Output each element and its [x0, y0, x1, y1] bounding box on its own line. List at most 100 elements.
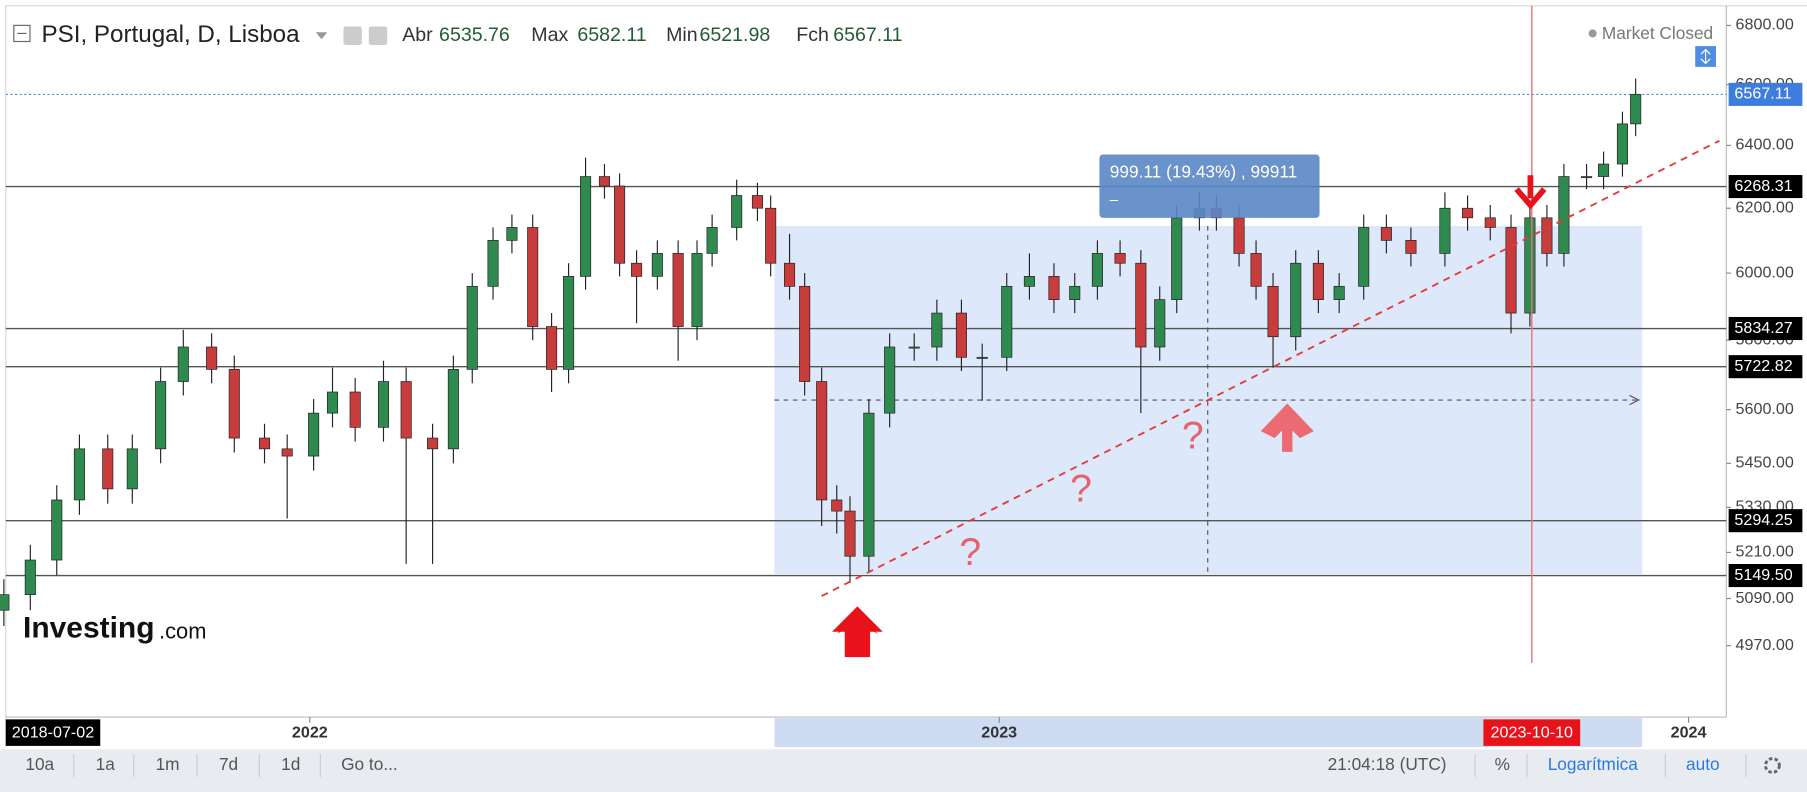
ohlc-label: Min [666, 24, 698, 46]
candle-body [614, 185, 626, 264]
candle-body [281, 448, 293, 457]
collapse-icon[interactable] [13, 24, 31, 43]
crosshair-label: 2023-10-10 [1491, 723, 1574, 741]
range-button[interactable]: 1d [281, 754, 300, 774]
candle-body [598, 176, 610, 187]
candle-body [1630, 94, 1642, 125]
candle-body [1616, 123, 1628, 165]
level-label-box [1728, 175, 1803, 199]
symbol-title: PSI, Portugal, D, Lisboa [41, 21, 300, 48]
arrow-down-head [1514, 187, 1547, 210]
candle-body [672, 253, 684, 327]
candle-body [1154, 299, 1166, 348]
range-button[interactable]: 7d [219, 754, 238, 774]
candle-body [1250, 253, 1262, 287]
candle-body [1558, 176, 1570, 254]
range-button[interactable]: 1a [96, 754, 116, 774]
candle-body [177, 346, 189, 382]
candle-body [506, 227, 518, 241]
candle-body [1048, 276, 1060, 300]
candle-body [258, 437, 271, 450]
candle-body [1462, 207, 1474, 219]
level-label-box [1728, 509, 1803, 533]
candle-body [377, 381, 390, 428]
settings-icon[interactable] [368, 26, 388, 45]
y-tick-label: 5210.00 [1736, 543, 1794, 561]
candle-body [580, 176, 592, 277]
y-tick-label: 6000.00 [1736, 263, 1794, 281]
percent-button[interactable]: % [1495, 754, 1510, 774]
dropdown-caret[interactable] [315, 32, 328, 40]
candle-body [349, 391, 361, 428]
measure-arrow [1629, 394, 1641, 406]
trend-line [821, 139, 1720, 597]
ohlc-value: 6582.11 [577, 24, 646, 46]
candle-body [1380, 227, 1392, 241]
candle-body [1233, 217, 1245, 254]
x-tick-label: 2022 [292, 723, 328, 741]
range-button[interactable]: 1m [156, 754, 180, 774]
x-tick-label: 2023 [981, 723, 1017, 741]
candle-body [1358, 227, 1370, 287]
candle-body [1091, 253, 1103, 287]
candle-body [24, 559, 36, 595]
candle-body [844, 510, 856, 557]
log-button[interactable]: Logarítmica [1548, 754, 1639, 774]
annotation: ? [1182, 414, 1204, 457]
logo-suffix: .com [159, 619, 206, 644]
candle-body [1541, 217, 1553, 254]
candle-body [831, 499, 843, 512]
crosshair-label-box [1483, 719, 1581, 746]
candle-body [527, 227, 539, 327]
candle-body [884, 346, 896, 414]
candle-body [1524, 217, 1536, 314]
last-price-box [1728, 82, 1803, 106]
y-tick-label: 5600.00 [1736, 400, 1794, 418]
candle-body [731, 195, 743, 228]
y-tick-label: 6200.00 [1736, 198, 1794, 216]
candle-body [155, 381, 167, 450]
left-date-box [5, 719, 101, 746]
arrow-up [832, 606, 883, 658]
clock: 21:04:18 (UTC) [1328, 754, 1447, 774]
level-label-box [1728, 316, 1803, 341]
candle-body [1312, 262, 1324, 300]
eye-icon[interactable] [343, 26, 362, 45]
candle-body [1439, 207, 1451, 254]
level-label: 6268.31 [1734, 177, 1792, 195]
candle-body [1001, 285, 1013, 358]
measure-label-box [1099, 154, 1320, 218]
candle-body [1598, 163, 1610, 177]
goto-button[interactable]: Go to... [341, 754, 398, 774]
level-label-box [1728, 355, 1803, 379]
candle-body [400, 381, 412, 439]
candle-body [126, 448, 138, 490]
candle-body [765, 207, 777, 264]
left-date: 2018-07-02 [12, 723, 95, 741]
candle-body [1135, 262, 1147, 348]
candle-body [1267, 285, 1279, 338]
range-button[interactable]: 10a [25, 754, 54, 774]
level-label: 5149.50 [1734, 566, 1792, 584]
candle-body [1290, 262, 1302, 338]
level-label-box [1728, 564, 1803, 588]
ohlc-label: Fch [796, 24, 829, 46]
candle-body [0, 594, 10, 611]
candle-body [931, 312, 943, 348]
candle-body [863, 412, 875, 557]
auto-button[interactable]: auto [1686, 754, 1720, 774]
status-dot [1588, 29, 1597, 38]
candle-body [546, 326, 558, 370]
candle-body [955, 312, 967, 358]
candle-body [487, 240, 499, 287]
candle-body [784, 262, 796, 287]
settings-gear[interactable] [1764, 757, 1781, 774]
annotation: ? [1070, 467, 1092, 510]
candle-body [976, 356, 988, 359]
level-label: 5834.27 [1734, 319, 1792, 337]
y-tick-label: 6400.00 [1736, 136, 1794, 154]
candle-body [908, 346, 920, 349]
candle-body [308, 412, 320, 457]
candle-body [1069, 285, 1081, 300]
